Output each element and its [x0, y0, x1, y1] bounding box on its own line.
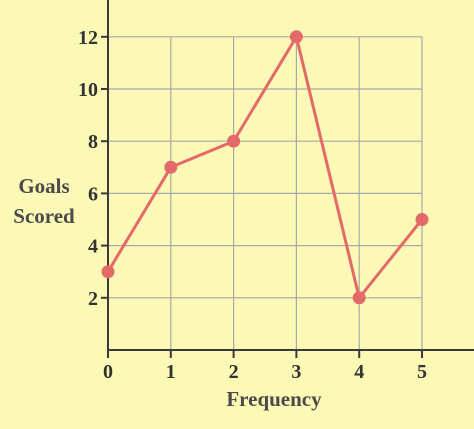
data-point-2: [227, 134, 241, 148]
data-point-4: [352, 291, 366, 305]
grid: [108, 36, 423, 350]
y-axis-label-line-2: Scored: [13, 204, 75, 228]
series: [101, 30, 429, 305]
data-point-0: [101, 265, 115, 279]
x-tick-labels: 0 1 2 3 4 5: [103, 361, 427, 383]
data-point-3: [289, 30, 303, 44]
data-point-5: [415, 213, 429, 226]
x-tick-label-4: 4: [354, 361, 364, 383]
y-tick-label-4: 4: [88, 236, 98, 258]
x-tick-label-1: 1: [166, 361, 176, 383]
y-tick-labels: 2 4 6 8 10 12: [78, 27, 98, 310]
x-axis-label: Frequency: [226, 387, 322, 411]
x-tick-label-0: 0: [103, 361, 113, 383]
y-tick-label-6: 6: [88, 183, 98, 205]
x-tick-label-2: 2: [229, 361, 239, 383]
y-axis-label-line-1: Goals: [18, 174, 69, 198]
data-point-1: [164, 160, 178, 174]
axes: [101, 0, 474, 358]
y-tick-label-12: 12: [78, 27, 98, 49]
series-line-0: [106, 35, 424, 300]
y-tick-label-10: 10: [78, 79, 98, 101]
y-tick-label-8: 8: [88, 131, 98, 153]
x-tick-label-5: 5: [417, 361, 427, 383]
y-tick-label-2: 2: [88, 288, 98, 310]
x-tick-label-3: 3: [291, 361, 301, 383]
